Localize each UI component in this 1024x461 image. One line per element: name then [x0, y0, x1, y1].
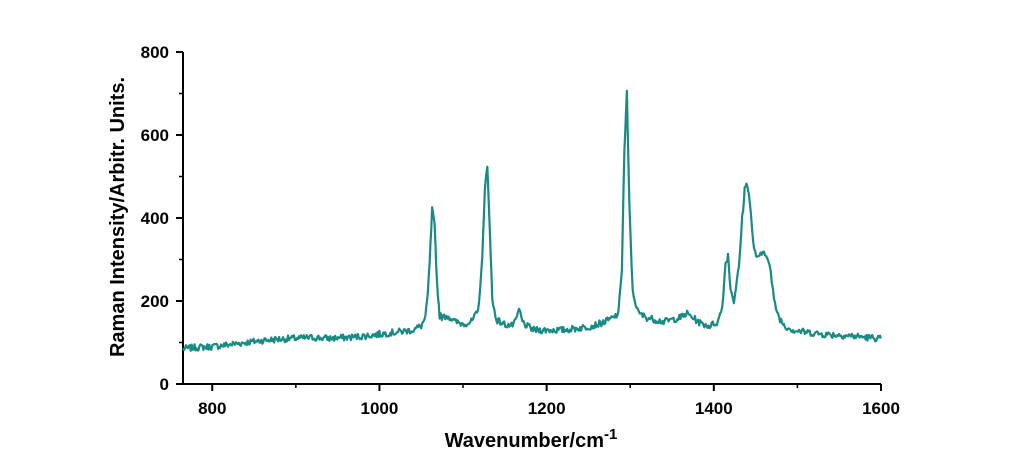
y-axis-title: Raman Intensity/Arbitr. Units.	[107, 77, 129, 357]
y-tick-label: 600	[141, 126, 169, 145]
y-tick-label: 200	[141, 292, 169, 311]
x-tick-label: 1000	[361, 399, 399, 418]
x-tick-label: 1200	[528, 399, 566, 418]
x-axis-title-superscript: -1	[604, 426, 617, 443]
x-tick-label: 800	[198, 399, 226, 418]
x-tick-label: 1600	[862, 399, 900, 418]
tick-labels: 800 1000 1200 1400 1600 0 200 400 600 800	[141, 43, 900, 418]
y-tick-label: 0	[160, 375, 169, 394]
y-tick-label: 800	[141, 43, 169, 62]
spectrum-line	[182, 89, 883, 352]
plot-area	[182, 89, 883, 352]
x-tick-label: 1400	[695, 399, 733, 418]
axes	[176, 51, 882, 391]
x-axis-title: Wavenumber/cm-1	[445, 426, 618, 452]
y-tick-label: 400	[141, 209, 169, 228]
